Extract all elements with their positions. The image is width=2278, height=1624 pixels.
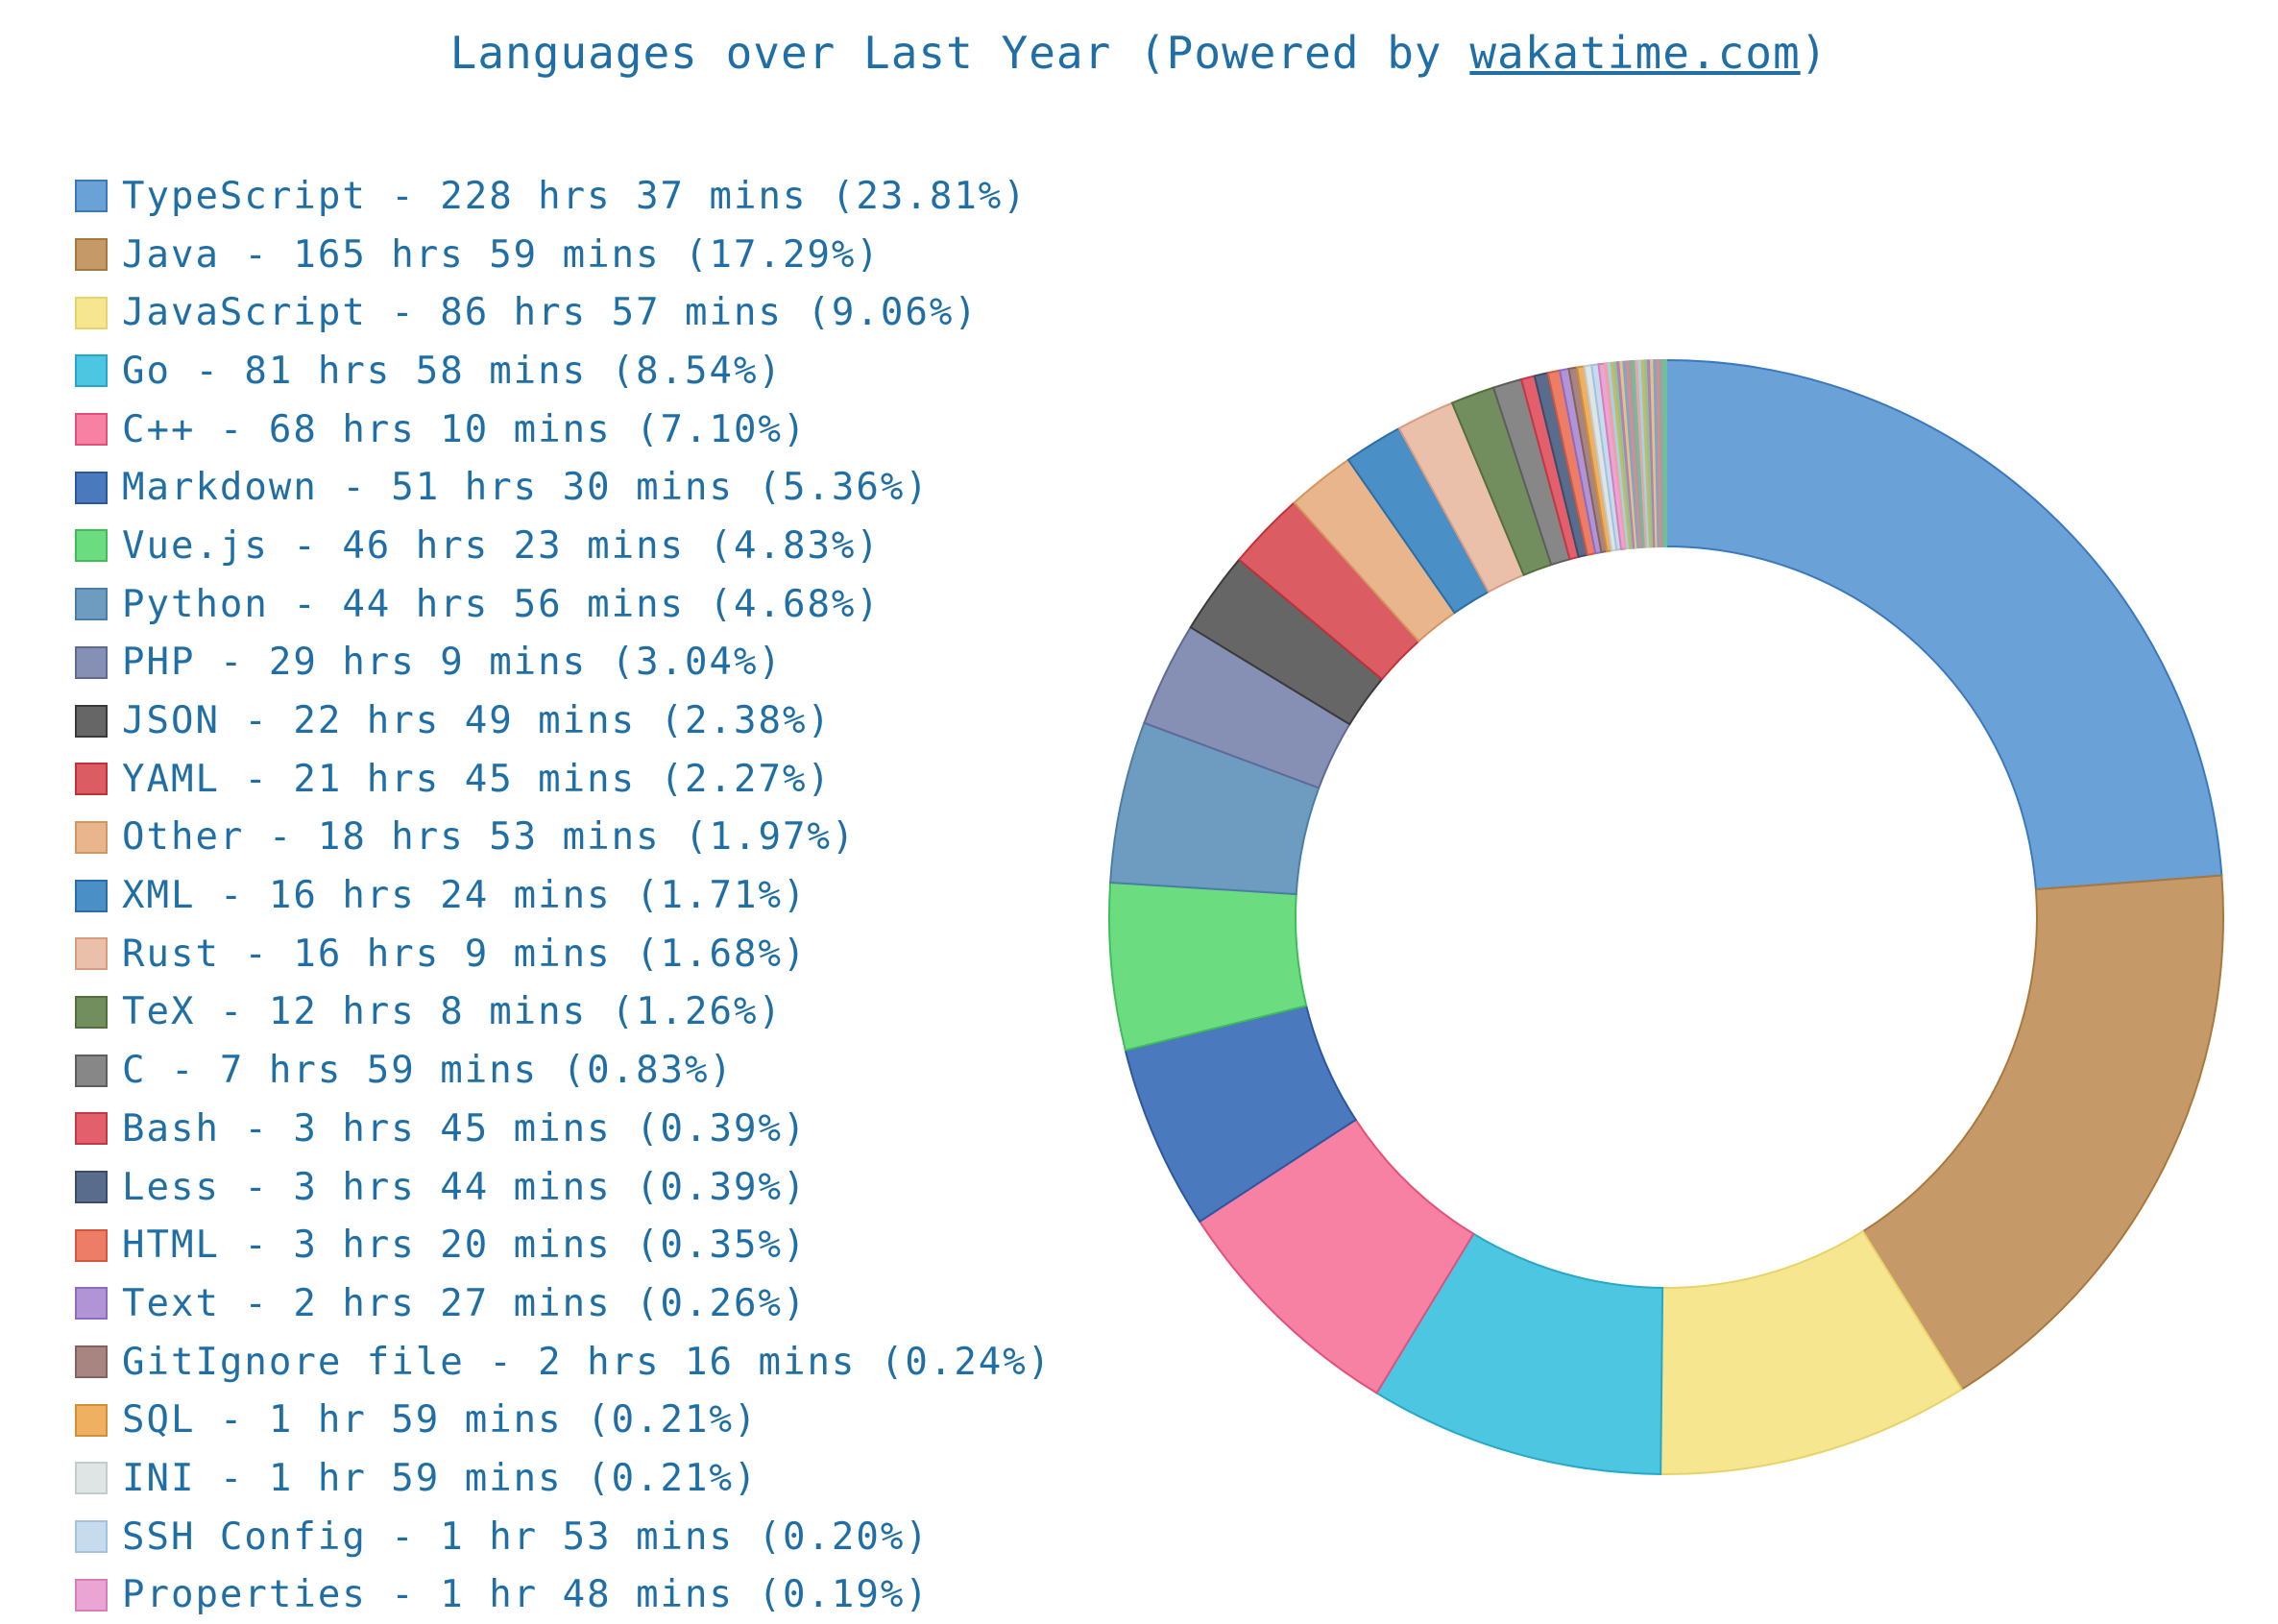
legend-swatch (75, 1404, 108, 1437)
legend-item[interactable]: Text - 2 hrs 27 mins (0.26%) (75, 1274, 1052, 1333)
legend-label: SSH Config - 1 hr 53 mins (0.20%) (122, 1515, 930, 1559)
chart-title-text: Languages over Last Year (Powered by (450, 27, 1470, 79)
legend-item[interactable]: Rust - 16 hrs 9 mins (1.68%) (75, 925, 1052, 983)
legend-label: XML - 16 hrs 24 mins (1.71%) (122, 874, 807, 917)
legend-swatch (75, 937, 108, 970)
legend-swatch (75, 1054, 108, 1087)
legend-item[interactable]: SQL - 1 hr 59 mins (0.21%) (75, 1391, 1052, 1449)
legend-swatch (75, 1171, 108, 1203)
legend-label: SQL - 1 hr 59 mins (0.21%) (122, 1398, 758, 1442)
legend-swatch (75, 180, 108, 212)
legend-label: Rust - 16 hrs 9 mins (1.68%) (122, 933, 807, 976)
legend-swatch (75, 763, 108, 795)
legend-label: GitIgnore file - 2 hrs 16 mins (0.24%) (122, 1341, 1052, 1384)
legend-swatch (75, 880, 108, 912)
legend-label: Java - 165 hrs 59 mins (17.29%) (122, 233, 881, 277)
legend-label: Python - 44 hrs 56 mins (4.68%) (122, 583, 881, 626)
legend-item[interactable]: SSH Config - 1 hr 53 mins (0.20%) (75, 1508, 1052, 1566)
legend-item[interactable]: Less - 3 hrs 44 mins (0.39%) (75, 1158, 1052, 1217)
legend-label: TypeScript - 228 hrs 37 mins (23.81%) (122, 175, 1028, 218)
legend-item[interactable]: TeX - 12 hrs 8 mins (1.26%) (75, 983, 1052, 1042)
legend-item[interactable]: Bash - 3 hrs 45 mins (0.39%) (75, 1100, 1052, 1158)
legend-label: C - 7 hrs 59 mins (0.83%) (122, 1049, 734, 1092)
legend-swatch (75, 1345, 108, 1378)
legend-label: Less - 3 hrs 44 mins (0.39%) (122, 1166, 807, 1209)
legend-swatch (75, 238, 108, 271)
legend-swatch (75, 529, 108, 562)
legend: TypeScript - 228 hrs 37 mins (23.81%) Jav… (75, 167, 1052, 1624)
wakatime-link[interactable]: wakatime.com (1469, 27, 1800, 79)
legend-swatch (75, 472, 108, 504)
legend-label: Markdown - 51 hrs 30 mins (5.36%) (122, 466, 930, 509)
legend-swatch (75, 297, 108, 329)
legend-item[interactable]: XML - 16 hrs 24 mins (1.71%) (75, 866, 1052, 925)
legend-item[interactable]: HTML - 3 hrs 20 mins (0.35%) (75, 1216, 1052, 1274)
legend-item[interactable]: JSON - 22 hrs 49 mins (2.38%) (75, 691, 1052, 750)
slice-java[interactable] (1863, 876, 2223, 1390)
legend-item[interactable]: GitIgnore file - 2 hrs 16 mins (0.24%) (75, 1333, 1052, 1392)
legend-item[interactable]: Go - 81 hrs 58 mins (8.54%) (75, 342, 1052, 400)
legend-swatch (75, 354, 108, 387)
legend-swatch (75, 588, 108, 620)
slice-other-small[interactable] (1663, 360, 1666, 546)
legend-item[interactable]: Other - 18 hrs 53 mins (1.97%) (75, 809, 1052, 867)
legend-item[interactable]: Java - 165 hrs 59 mins (17.29%) (75, 226, 1052, 284)
legend-label: TeX - 12 hrs 8 mins (1.26%) (122, 990, 783, 1033)
legend-swatch (75, 1520, 108, 1553)
legend-swatch (75, 1287, 108, 1320)
legend-item[interactable]: INI - 1 hr 59 mins (0.21%) (75, 1449, 1052, 1508)
chart-title-close: ) (1801, 27, 1829, 79)
legend-swatch (75, 705, 108, 738)
legend-item[interactable]: Properties - 1 hr 48 mins (0.19%) (75, 1566, 1052, 1624)
legend-swatch (75, 1112, 108, 1145)
legend-label: Other - 18 hrs 53 mins (1.97%) (122, 815, 856, 859)
legend-item[interactable]: Markdown - 51 hrs 30 mins (5.36%) (75, 458, 1052, 517)
legend-label: PHP - 29 hrs 9 mins (3.04%) (122, 641, 783, 684)
legend-label: C++ - 68 hrs 10 mins (7.10%) (122, 408, 807, 451)
chart-title: Languages over Last Year (Powered by wak… (0, 27, 2278, 79)
legend-label: INI - 1 hr 59 mins (0.21%) (122, 1457, 758, 1500)
legend-label: JavaScript - 86 hrs 57 mins (9.06%) (122, 291, 979, 334)
legend-swatch (75, 413, 108, 446)
legend-label: Text - 2 hrs 27 mins (0.26%) (122, 1282, 807, 1325)
legend-item[interactable]: C++ - 68 hrs 10 mins (7.10%) (75, 400, 1052, 459)
legend-item[interactable]: Vue.js - 46 hrs 23 mins (4.83%) (75, 517, 1052, 575)
legend-item[interactable]: JavaScript - 86 hrs 57 mins (9.06%) (75, 283, 1052, 342)
legend-label: Bash - 3 hrs 45 mins (0.39%) (122, 1107, 807, 1151)
legend-label: JSON - 22 hrs 49 mins (2.38%) (122, 699, 832, 742)
legend-label: Vue.js - 46 hrs 23 mins (4.83%) (122, 524, 881, 568)
slice-typescript[interactable] (1666, 360, 2221, 889)
legend-swatch (75, 1579, 108, 1612)
legend-item[interactable]: YAML - 21 hrs 45 mins (2.27%) (75, 750, 1052, 809)
legend-item[interactable]: C - 7 hrs 59 mins (0.83%) (75, 1041, 1052, 1100)
legend-swatch (75, 996, 108, 1029)
legend-item[interactable]: PHP - 29 hrs 9 mins (3.04%) (75, 634, 1052, 692)
legend-label: Properties - 1 hr 48 mins (0.19%) (122, 1573, 930, 1616)
legend-item[interactable]: Python - 44 hrs 56 mins (4.68%) (75, 575, 1052, 634)
legend-label: Go - 81 hrs 58 mins (8.54%) (122, 350, 783, 393)
legend-swatch (75, 646, 108, 679)
legend-swatch (75, 1229, 108, 1262)
legend-label: HTML - 3 hrs 20 mins (0.35%) (122, 1224, 807, 1267)
legend-swatch (75, 1462, 108, 1494)
legend-item[interactable]: TypeScript - 228 hrs 37 mins (23.81%) (75, 167, 1052, 226)
legend-swatch (75, 821, 108, 854)
legend-label: YAML - 21 hrs 45 mins (2.27%) (122, 758, 832, 801)
donut-chart (1076, 327, 2257, 1508)
